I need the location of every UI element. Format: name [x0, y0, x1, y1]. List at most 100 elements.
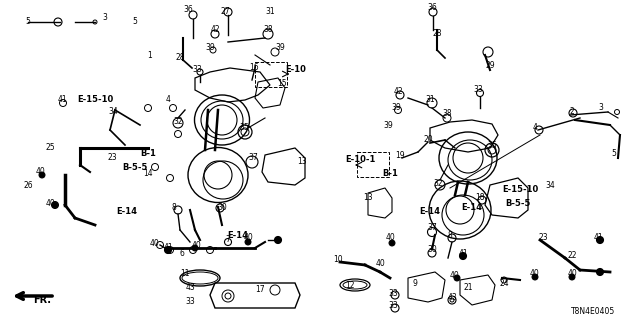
Text: 41: 41 [57, 95, 67, 105]
Text: 39: 39 [383, 122, 393, 131]
Circle shape [192, 245, 198, 251]
Text: 35: 35 [487, 141, 497, 150]
Text: 40: 40 [375, 259, 385, 268]
Circle shape [164, 246, 172, 253]
Text: 3: 3 [598, 102, 604, 111]
Text: 5: 5 [612, 148, 616, 157]
Text: 40: 40 [45, 198, 55, 207]
Text: 34: 34 [545, 180, 555, 189]
Text: E-14: E-14 [419, 207, 440, 217]
Text: 40: 40 [450, 271, 460, 281]
Text: 37: 37 [427, 223, 437, 233]
Text: 41: 41 [593, 234, 603, 243]
Text: 2: 2 [570, 108, 574, 116]
Text: E-15-10: E-15-10 [502, 186, 538, 195]
Text: 5: 5 [132, 18, 138, 27]
Text: 21: 21 [463, 284, 473, 292]
Text: 40: 40 [385, 234, 395, 243]
Text: E-14: E-14 [227, 231, 248, 241]
Text: 42: 42 [210, 26, 220, 35]
Text: 32: 32 [433, 179, 443, 188]
Text: 31: 31 [425, 95, 435, 105]
Text: 15: 15 [277, 78, 287, 87]
Text: 16: 16 [249, 63, 259, 73]
Text: 32: 32 [173, 117, 183, 126]
Text: 34: 34 [108, 108, 118, 116]
Text: 30: 30 [217, 204, 227, 212]
Text: B-5-5: B-5-5 [506, 198, 531, 207]
Circle shape [569, 274, 575, 280]
Circle shape [596, 236, 604, 244]
Text: 33: 33 [185, 298, 195, 307]
Text: 14: 14 [143, 169, 153, 178]
Text: 3: 3 [102, 13, 108, 22]
Text: 26: 26 [23, 180, 33, 189]
Text: 13: 13 [363, 194, 373, 203]
Text: FR.: FR. [33, 295, 51, 305]
Text: E-15-10: E-15-10 [77, 95, 113, 105]
Text: 7: 7 [225, 236, 230, 244]
Text: 33: 33 [388, 301, 398, 310]
Text: 40: 40 [150, 238, 160, 247]
Text: 4: 4 [532, 124, 538, 132]
Text: 8: 8 [172, 204, 177, 212]
Text: 40: 40 [567, 268, 577, 277]
Text: 28: 28 [432, 28, 442, 37]
Text: 36: 36 [183, 5, 193, 14]
Text: T8N4E0405: T8N4E0405 [571, 308, 615, 316]
Text: B-1: B-1 [382, 170, 398, 179]
Text: E-10-1: E-10-1 [345, 156, 375, 164]
Text: 28: 28 [175, 53, 185, 62]
Text: 41: 41 [163, 244, 173, 252]
Text: 22: 22 [567, 251, 577, 260]
Text: 13: 13 [297, 157, 307, 166]
Text: 5: 5 [26, 18, 31, 27]
Text: 40: 40 [244, 234, 254, 243]
Text: 1: 1 [148, 51, 152, 60]
Text: 11: 11 [180, 268, 189, 277]
Text: 33: 33 [388, 289, 398, 298]
Circle shape [245, 239, 251, 245]
Text: 29: 29 [485, 60, 495, 69]
Text: 40: 40 [529, 268, 539, 277]
Text: 31: 31 [265, 7, 275, 17]
Text: E-14: E-14 [461, 203, 483, 212]
Text: 6: 6 [180, 249, 184, 258]
Text: 30: 30 [427, 245, 437, 254]
Text: 8: 8 [447, 231, 452, 241]
Text: 23: 23 [107, 154, 117, 163]
Text: 33: 33 [473, 85, 483, 94]
Text: 38: 38 [442, 109, 452, 118]
Circle shape [275, 236, 282, 244]
Circle shape [532, 274, 538, 280]
Text: 17: 17 [255, 285, 265, 294]
Circle shape [52, 202, 58, 208]
Text: 43: 43 [185, 284, 195, 292]
Text: 40: 40 [35, 167, 45, 177]
Text: 39: 39 [205, 44, 215, 52]
Text: 19: 19 [395, 150, 405, 159]
Text: 9: 9 [413, 278, 417, 287]
Text: 39: 39 [275, 44, 285, 52]
Text: 4: 4 [166, 95, 170, 105]
Text: 35: 35 [239, 124, 249, 132]
Circle shape [460, 252, 467, 260]
Text: E-10: E-10 [285, 66, 307, 75]
Text: 38: 38 [263, 26, 273, 35]
Text: 24: 24 [499, 278, 509, 287]
Text: B-5-5: B-5-5 [122, 164, 148, 172]
Circle shape [454, 275, 460, 281]
Text: B-1: B-1 [140, 148, 156, 157]
Text: 23: 23 [538, 234, 548, 243]
Text: 37: 37 [248, 154, 258, 163]
Text: 41: 41 [458, 249, 468, 258]
Text: 25: 25 [45, 143, 55, 153]
Text: 18: 18 [476, 194, 484, 203]
Text: 12: 12 [345, 281, 355, 290]
Text: 42: 42 [393, 87, 403, 97]
Circle shape [39, 172, 45, 178]
Text: 10: 10 [333, 255, 343, 265]
Text: 27: 27 [220, 7, 230, 17]
Text: E-14: E-14 [116, 207, 138, 217]
Text: 39: 39 [391, 103, 401, 113]
